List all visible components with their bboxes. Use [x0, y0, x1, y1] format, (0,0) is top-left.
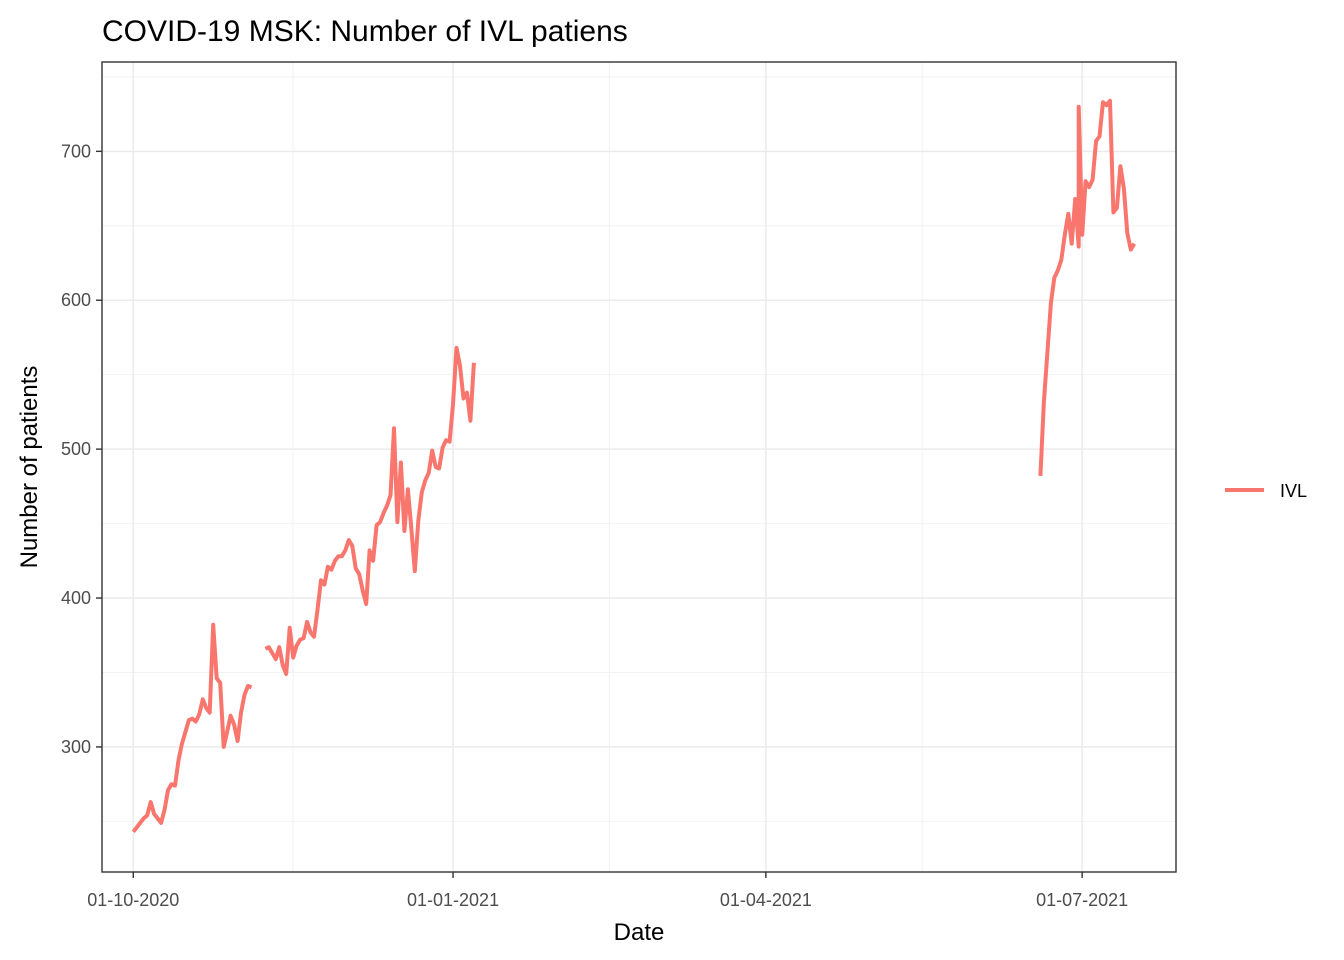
- y-tick-label: 300: [61, 737, 91, 757]
- x-axis: 01-10-2020 01-01-2021 01-04-2021 01-07-2021: [87, 872, 1128, 910]
- y-axis: 300 400 500 600 700: [61, 141, 102, 757]
- minor-grid: [102, 62, 1176, 872]
- y-axis-title: Number of patients: [16, 366, 43, 569]
- legend: IVL: [1225, 481, 1307, 501]
- y-tick-label: 600: [61, 290, 91, 310]
- plot-border: [101, 61, 1177, 873]
- x-axis-title: Date: [614, 919, 665, 946]
- chart-title: COVID-19 MSK: Number of IVL patiens: [102, 15, 628, 48]
- x-tick-label: 01-10-2020: [87, 890, 179, 910]
- x-tick-label: 01-04-2021: [720, 890, 812, 910]
- series-line-ivl: [131, 622, 253, 834]
- plot-background: [102, 62, 1176, 872]
- y-tick-label: 400: [61, 588, 91, 608]
- y-tick-label: 700: [61, 141, 91, 161]
- x-tick-label: 01-01-2021: [407, 890, 499, 910]
- legend-label-ivl: IVL: [1280, 481, 1307, 501]
- x-tick-label: 01-07-2021: [1036, 890, 1128, 910]
- series-line-ivl: [1038, 98, 1137, 476]
- series-layer: [131, 98, 1137, 834]
- series-line-ivl: [264, 345, 476, 676]
- major-grid: [102, 62, 1176, 872]
- y-tick-label: 500: [61, 439, 91, 459]
